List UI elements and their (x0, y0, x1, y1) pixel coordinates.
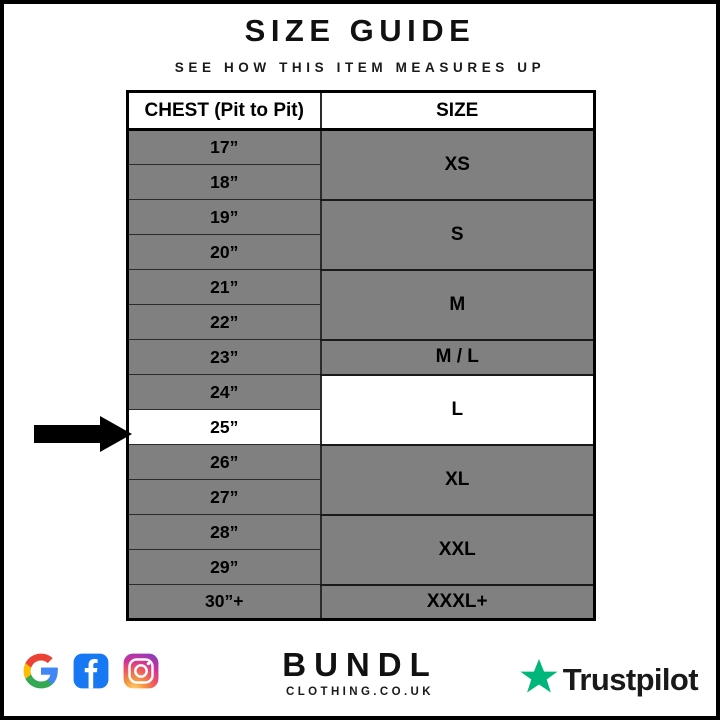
trustpilot-name: Trustpilot (562, 662, 699, 697)
table-row: 27” (127, 479, 595, 515)
table-row: 25” (127, 409, 595, 445)
table-row: 20” (127, 234, 595, 270)
table-row: 19” S (127, 198, 595, 271)
table-row: 29” (127, 549, 595, 585)
table-row: 21” M (127, 268, 595, 341)
size-label-cell: XS (319, 128, 595, 201)
table-row: 30”+ XXXL+ (127, 583, 595, 621)
social-links (22, 652, 160, 690)
trustpilot-logo[interactable]: Trustpilot (519, 658, 699, 701)
size-label-cell: M / L (319, 338, 595, 376)
table-body: 17” XS 18” 19” S 20” 21” M 22” 23” M / L 24” L 25” 26”… (127, 128, 595, 621)
chest-measurement-cell: 20” (127, 234, 321, 270)
chest-measurement-cell: 30”+ (127, 584, 321, 620)
chest-measurement-cell: 23” (127, 339, 321, 375)
chest-measurement-cell: 26” (127, 444, 321, 480)
table-row: 18” (127, 164, 595, 200)
size-label-cell: XXL (319, 513, 595, 586)
size-label-cell: XL (319, 443, 595, 516)
footer: BUNDL CLOTHING.CO.UK Trustpilot (4, 644, 716, 716)
chest-measurement-cell: 18” (127, 164, 321, 200)
chest-measurement-cell: 17” (127, 129, 321, 165)
brand-name: BUNDL (282, 646, 438, 683)
chest-measurement-cell: 22” (127, 304, 321, 340)
chest-measurement-cell: 21” (127, 269, 321, 305)
google-icon[interactable] (22, 652, 60, 690)
table-head: CHEST (Pit to Pit) SIZE (127, 91, 595, 131)
page-title: SIZE GUIDE (244, 13, 476, 48)
table-row: 23” M / L (127, 338, 595, 376)
right-arrow-icon (34, 416, 132, 452)
column-header-size: SIZE (320, 91, 595, 131)
chest-measurement-cell: 19” (127, 199, 321, 235)
page-subtitle: SEE HOW THIS ITEM MEASURES UP (174, 60, 546, 76)
table-row: 26” XL (127, 443, 595, 516)
header: SIZE GUIDE SEE HOW THIS ITEM MEASURES UP (4, 4, 716, 75)
size-label-cell: M (319, 268, 595, 341)
trustpilot-star-icon (519, 658, 559, 701)
instagram-icon[interactable] (122, 652, 160, 690)
size-label-cell: S (319, 198, 595, 271)
size-table-wrapper: CHEST (Pit to Pit) SIZE 17” XS 18” 19” S 20” 2… (126, 90, 596, 621)
brand-logo: BUNDL CLOTHING.CO.UK (4, 648, 716, 698)
facebook-icon[interactable] (72, 652, 110, 690)
size-label-cell: XXXL+ (319, 583, 595, 621)
table-row: 24” L (127, 373, 595, 446)
chest-measurement-cell: 24” (127, 374, 321, 410)
chest-measurement-cell: 25” (127, 409, 321, 445)
column-header-chest: CHEST (Pit to Pit) (127, 91, 322, 131)
table-row: 28” XXL (127, 513, 595, 586)
chest-measurement-cell: 27” (127, 479, 321, 515)
table-row: 17” XS (127, 128, 595, 201)
brand-domain: CLOTHING.CO.UK (286, 686, 434, 698)
chest-measurement-cell: 28” (127, 514, 321, 550)
size-label-cell: L (319, 373, 595, 446)
chest-measurement-cell: 29” (127, 549, 321, 585)
table-header-row: CHEST (Pit to Pit) SIZE (127, 91, 595, 131)
size-guide-table: CHEST (Pit to Pit) SIZE 17” XS 18” 19” S 20” 2… (126, 90, 596, 621)
